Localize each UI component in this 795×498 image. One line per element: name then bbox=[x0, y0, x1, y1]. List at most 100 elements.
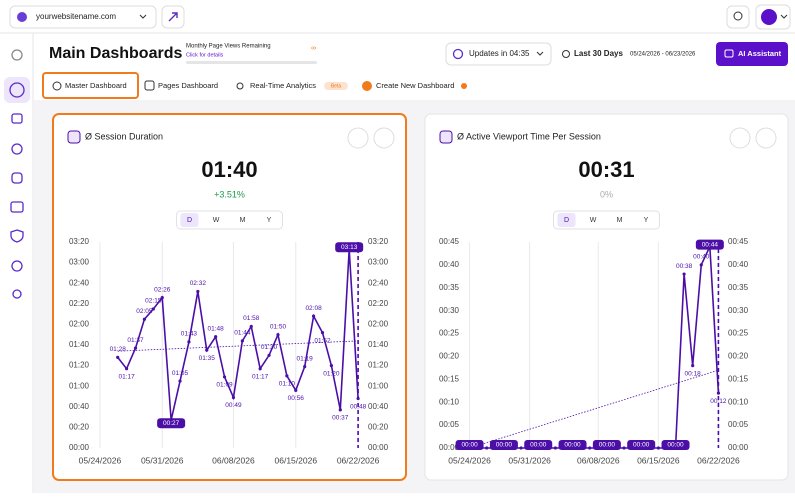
refresh-icon bbox=[452, 48, 464, 60]
tab-label[interactable]: Pages Dashboard bbox=[158, 81, 218, 90]
site-selector[interactable] bbox=[9, 5, 157, 29]
filter-button[interactable] bbox=[755, 127, 777, 149]
y-tick-label: 00:10 bbox=[439, 397, 460, 406]
point bbox=[196, 289, 200, 294]
period-option[interactable]: M bbox=[240, 217, 246, 224]
y2-tick-label: 00:30 bbox=[728, 306, 749, 315]
site-icon bbox=[17, 12, 27, 22]
period-option[interactable]: Y bbox=[267, 217, 272, 224]
chevron bbox=[536, 51, 544, 56]
beta-badge bbox=[324, 82, 348, 90]
card-title: Ø Active Viewport Time Per Session bbox=[457, 131, 601, 141]
nav-icon[interactable] bbox=[10, 229, 24, 243]
beta-text: Beta bbox=[331, 83, 342, 89]
period-option[interactable]: D bbox=[187, 217, 192, 224]
x-tick-label: 05/24/2026 bbox=[448, 455, 491, 465]
period-option[interactable]: Y bbox=[644, 217, 649, 224]
tips-button[interactable] bbox=[726, 5, 750, 29]
data-label: 01:43 bbox=[181, 331, 198, 338]
ai-icon bbox=[724, 49, 734, 58]
chevron bbox=[780, 14, 788, 19]
point bbox=[285, 374, 289, 378]
y2-tick-label: 00:20 bbox=[728, 352, 749, 361]
metric-change: +3.51% bbox=[214, 189, 245, 199]
nav-active[interactable] bbox=[4, 77, 30, 103]
data-label: 00:00 bbox=[461, 442, 478, 449]
point bbox=[178, 379, 182, 383]
data-label: 01:05 bbox=[172, 370, 189, 377]
tab-active[interactable] bbox=[42, 72, 139, 99]
compare-button[interactable] bbox=[347, 127, 369, 149]
point bbox=[622, 446, 626, 450]
nav-icon[interactable] bbox=[10, 201, 24, 213]
y-tick-label: 01:20 bbox=[69, 361, 90, 370]
trend-line bbox=[117, 340, 359, 352]
compare-button[interactable] bbox=[729, 127, 751, 149]
updates-button[interactable] bbox=[445, 42, 552, 66]
x-tick-label: 06/15/2026 bbox=[637, 455, 680, 465]
y-tick-label: 02:40 bbox=[69, 278, 90, 287]
y-tick-label: 00:15 bbox=[439, 374, 460, 383]
point bbox=[294, 388, 298, 392]
y2-tick-label: 00:15 bbox=[728, 374, 749, 383]
open-icon bbox=[168, 12, 178, 22]
point bbox=[303, 365, 307, 369]
label-badge bbox=[335, 242, 364, 253]
period-option[interactable]: W bbox=[213, 217, 220, 224]
period-option[interactable]: D bbox=[564, 217, 569, 224]
tab-label[interactable]: Create New Dashboard bbox=[376, 81, 454, 90]
nav-icon[interactable] bbox=[11, 172, 23, 184]
pageviews-link[interactable]: Click for details bbox=[186, 52, 224, 58]
data-label: 01:48 bbox=[208, 325, 225, 332]
data-label: 02:05 bbox=[136, 308, 153, 315]
y-tick-label: 02:00 bbox=[69, 320, 90, 329]
y2-tick-label: 01:00 bbox=[368, 381, 389, 390]
data-label: 00:00 bbox=[564, 442, 581, 449]
data-label: 00:44 bbox=[702, 241, 719, 248]
y-tick-label: 01:40 bbox=[69, 340, 90, 349]
data-label: 01:35 bbox=[199, 355, 216, 362]
nav-icon[interactable] bbox=[11, 143, 23, 155]
y2-tick-label: 02:00 bbox=[368, 320, 389, 329]
filter-button[interactable] bbox=[373, 127, 395, 149]
range-label[interactable]: Last 30 Days bbox=[574, 49, 623, 58]
y2-tick-label: 02:20 bbox=[368, 299, 389, 308]
point bbox=[125, 367, 129, 371]
period-active bbox=[180, 213, 199, 227]
tab-label[interactable]: Master Dashboard bbox=[65, 81, 127, 90]
period-switch bbox=[176, 210, 283, 230]
ai-label: AI Assistant bbox=[738, 49, 782, 58]
y-tick-label: 00:20 bbox=[439, 352, 460, 361]
nav-icon[interactable] bbox=[11, 49, 23, 61]
clock-icon bbox=[562, 50, 570, 58]
x-tick-label: 05/31/2026 bbox=[508, 455, 551, 465]
nav-icon[interactable] bbox=[12, 289, 22, 299]
y-tick-label: 03:00 bbox=[69, 258, 90, 267]
ai-button[interactable] bbox=[716, 42, 788, 66]
label-badge bbox=[157, 418, 186, 429]
tab-icon bbox=[144, 80, 155, 91]
period-option[interactable]: M bbox=[617, 217, 623, 224]
pageviews-value: ∞ bbox=[311, 45, 316, 52]
y-tick-label: 00:25 bbox=[439, 329, 460, 338]
x-tick-label: 06/15/2026 bbox=[275, 455, 318, 465]
y2-tick-label: 00:25 bbox=[728, 329, 749, 338]
y-tick-label: 00:05 bbox=[439, 420, 460, 429]
y2-tick-label: 03:20 bbox=[368, 237, 389, 246]
nav-icon[interactable] bbox=[11, 260, 23, 272]
point bbox=[133, 346, 138, 350]
data-label: 00:12 bbox=[710, 398, 727, 405]
nav-icon[interactable] bbox=[11, 113, 23, 124]
point bbox=[160, 296, 164, 300]
card bbox=[424, 113, 789, 481]
data-label: 00:40 bbox=[693, 254, 710, 261]
point bbox=[320, 331, 325, 335]
period-option[interactable]: W bbox=[590, 217, 597, 224]
data-label: 00:00 bbox=[530, 442, 547, 449]
point bbox=[485, 446, 489, 450]
data-label: 01:17 bbox=[252, 373, 269, 380]
range-dates[interactable]: 05/24/2026 - 06/23/2026 bbox=[630, 52, 696, 58]
data-label: 01:10 bbox=[279, 381, 296, 388]
tab-label[interactable]: Real-Time Analytics bbox=[250, 81, 316, 90]
data-label: 00:48 bbox=[350, 403, 367, 410]
